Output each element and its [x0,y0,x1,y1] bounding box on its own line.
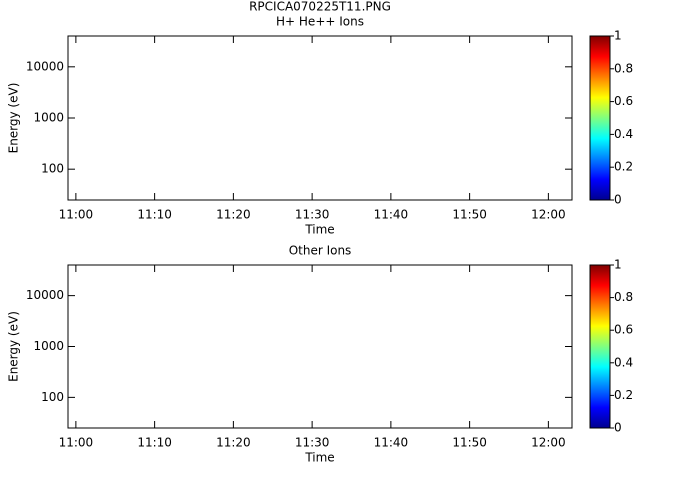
colorbar-tick-label: 0.2 [614,388,633,402]
colorbar [589,264,611,429]
x-tick-label: 11:40 [374,208,409,222]
y-tick-label: 100 [41,390,64,404]
x-tick-label: 11:50 [452,436,487,450]
colorbar-tick-label: 0.4 [614,127,633,141]
y-tick-label: 10000 [26,59,64,73]
x-tick-label: 12:00 [531,208,566,222]
x-tick-label: 11:10 [137,208,172,222]
x-axis-label: Time [304,451,334,465]
x-tick-label: 11:20 [216,208,251,222]
colorbar-tick-label: 0.8 [614,290,633,304]
colorbar [589,35,611,201]
panel-title: Other Ions [289,244,352,258]
colorbar-tick-label: 0.6 [614,323,633,337]
y-tick-label: 1000 [33,111,64,125]
colorbar-tick-label: 1 [614,29,622,43]
plot-frame [67,264,573,429]
plot-frame [67,35,573,201]
page-title: RPCICA070225T11.PNG [249,0,391,14]
x-tick-label: 11:30 [295,436,330,450]
panel-title: H+ He++ Ions [276,15,364,29]
x-tick-label: 11:20 [216,436,251,450]
colorbar-tick-label: 0.6 [614,94,633,108]
colorbar-tick-label: 0 [614,193,622,207]
colorbar-tick-label: 0.8 [614,61,633,75]
colorbar-tick-label: 1 [614,258,622,272]
x-tick-label: 11:00 [59,436,94,450]
x-tick-label: 12:00 [531,436,566,450]
y-tick-label: 10000 [26,288,64,302]
y-axis-label: Energy (eV) [7,83,21,154]
y-tick-label: 1000 [33,339,64,353]
x-axis-label: Time [304,223,334,237]
x-tick-label: 11:30 [295,208,330,222]
x-tick-label: 11:00 [59,208,94,222]
colorbar-tick-label: 0.4 [614,355,633,369]
y-tick-label: 100 [41,162,64,176]
colorbar-tick-label: 0.2 [614,160,633,174]
colorbar-tick-label: 0 [614,421,622,435]
x-tick-label: 11:10 [137,436,172,450]
x-tick-label: 11:40 [374,436,409,450]
y-axis-label: Energy (eV) [7,311,21,382]
x-tick-label: 11:50 [452,208,487,222]
